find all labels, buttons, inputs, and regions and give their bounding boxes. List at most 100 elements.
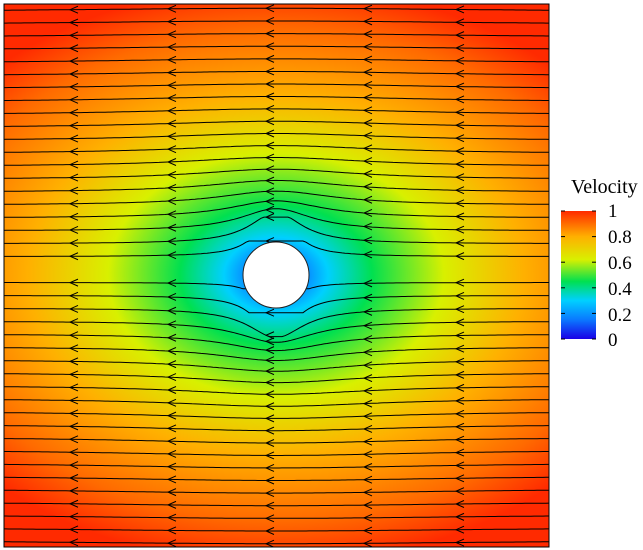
streamline [4, 463, 549, 469]
streamlines [4, 4, 549, 547]
streamline-arrow-icon [166, 223, 177, 232]
streamline [4, 58, 549, 63]
streamline-arrow-icon [264, 426, 275, 435]
streamline-arrow-icon [68, 212, 79, 221]
streamline-arrow-icon [454, 82, 465, 91]
streamline-arrow-icon [454, 186, 465, 195]
colorbar-tick-label: 0 [608, 330, 618, 351]
streamline-arrow-icon [68, 134, 79, 143]
streamline [4, 120, 549, 127]
streamline-arrow-icon [362, 106, 373, 115]
streamline-arrow-icon [362, 195, 373, 204]
streamline-arrow-icon [454, 121, 465, 130]
streamline-arrow-icon [264, 527, 275, 535]
streamline [4, 528, 549, 532]
streamline-arrow-icon [454, 422, 465, 431]
streamline-arrow-icon [362, 412, 373, 421]
streamline-arrow-icon [362, 169, 373, 178]
streamline [4, 476, 549, 481]
streamline-arrow-icon [362, 157, 373, 166]
streamline-arrow-icon [166, 386, 177, 394]
streamline-arrow-icon [68, 512, 79, 521]
obstacle-cylinder [242, 241, 310, 309]
streamline-arrow-icon [68, 70, 79, 78]
streamline-arrow-icon [166, 398, 177, 407]
streamline-arrow-icon [166, 158, 177, 166]
streamline-arrow-icon [454, 396, 465, 405]
streamline-arrow-icon [264, 4, 275, 13]
streamline-arrow-icon [68, 344, 79, 353]
streamline [4, 157, 549, 166]
streamline-arrow-icon [362, 119, 373, 127]
streamline-arrow-icon [264, 451, 275, 460]
streamline-arrow-icon [68, 57, 79, 66]
streamline-arrow-icon [68, 370, 79, 379]
streamline-arrow-icon [166, 106, 177, 115]
streamline-arrow-icon [264, 117, 275, 126]
streamline-arrow-icon [68, 357, 79, 366]
streamline [4, 399, 549, 407]
streamline-arrow-icon [454, 147, 465, 156]
streamline [4, 83, 549, 89]
streamline-arrow-icon [362, 42, 373, 51]
streamline [4, 425, 549, 432]
streamline [4, 96, 549, 101]
streamline-arrow-icon [166, 17, 177, 26]
streamline-arrow-icon [454, 278, 465, 287]
streamline-arrow-icon [166, 424, 177, 433]
streamline [4, 168, 549, 179]
streamline [4, 7, 549, 11]
streamline-arrow-icon [362, 501, 373, 510]
streamline-arrow-icon [68, 239, 79, 248]
streamline-arrow-icon [264, 501, 275, 510]
streamline-arrow-icon [68, 474, 79, 482]
streamline-arrow-icon [362, 293, 373, 302]
streamline-arrow-icon [362, 4, 373, 13]
streamline-arrow-icon [454, 370, 465, 379]
streamline [4, 373, 549, 384]
streamline [4, 334, 549, 352]
streamline-arrow-icon [68, 383, 79, 392]
streamline-arrow-icon [264, 476, 275, 485]
streamline-arrow-icon [166, 251, 177, 260]
streamline-arrow-icon [264, 29, 275, 38]
streamline-arrow-icon [166, 55, 177, 64]
streamline-arrow-icon [362, 437, 373, 446]
streamline-arrow-icon [68, 95, 79, 104]
colorbar-tick-label: 0.2 [608, 305, 632, 326]
streamline [4, 386, 549, 395]
streamline-arrow-icon [68, 318, 79, 327]
streamline-arrow-icon [264, 54, 275, 63]
streamline-arrow-icon [362, 399, 373, 408]
streamline [4, 133, 549, 140]
streamline-arrow-icon [68, 422, 79, 431]
streamline-arrow-icon [264, 378, 275, 387]
streamline-arrow-icon [166, 488, 177, 497]
streamline-arrow-icon [264, 308, 275, 317]
streamline-arrow-icon [166, 119, 177, 128]
streamline-arrow-icon [362, 279, 373, 288]
streamline-arrow-icon [454, 357, 465, 366]
streamline-arrow-icon [264, 205, 275, 214]
streamline-arrow-icon [68, 44, 79, 53]
streamline-arrow-icon [166, 4, 177, 13]
streamline-arrow-icon [362, 131, 373, 140]
streamline-arrow-icon [68, 409, 79, 418]
streamline [4, 179, 549, 192]
streamline-arrow-icon [454, 500, 465, 508]
streamline-arrow-icon [362, 475, 373, 484]
streamline-arrow-icon [264, 17, 275, 25]
streamline-arrow-icon [68, 173, 79, 182]
streamline-arrow-icon [166, 320, 177, 329]
streamline [4, 541, 549, 545]
streamline-arrow-icon [362, 526, 373, 535]
streamline-arrow-icon [454, 252, 465, 261]
streamline-arrow-icon [454, 18, 465, 27]
streamline-arrow-icon [166, 347, 177, 355]
streamline-arrow-icon [166, 475, 177, 484]
streamline-arrow-icon [166, 68, 177, 77]
streamline-arrow-icon [166, 500, 177, 509]
streamline [4, 515, 549, 519]
streamline-arrow-icon [454, 461, 465, 470]
streamline-arrow-icon [264, 367, 275, 376]
